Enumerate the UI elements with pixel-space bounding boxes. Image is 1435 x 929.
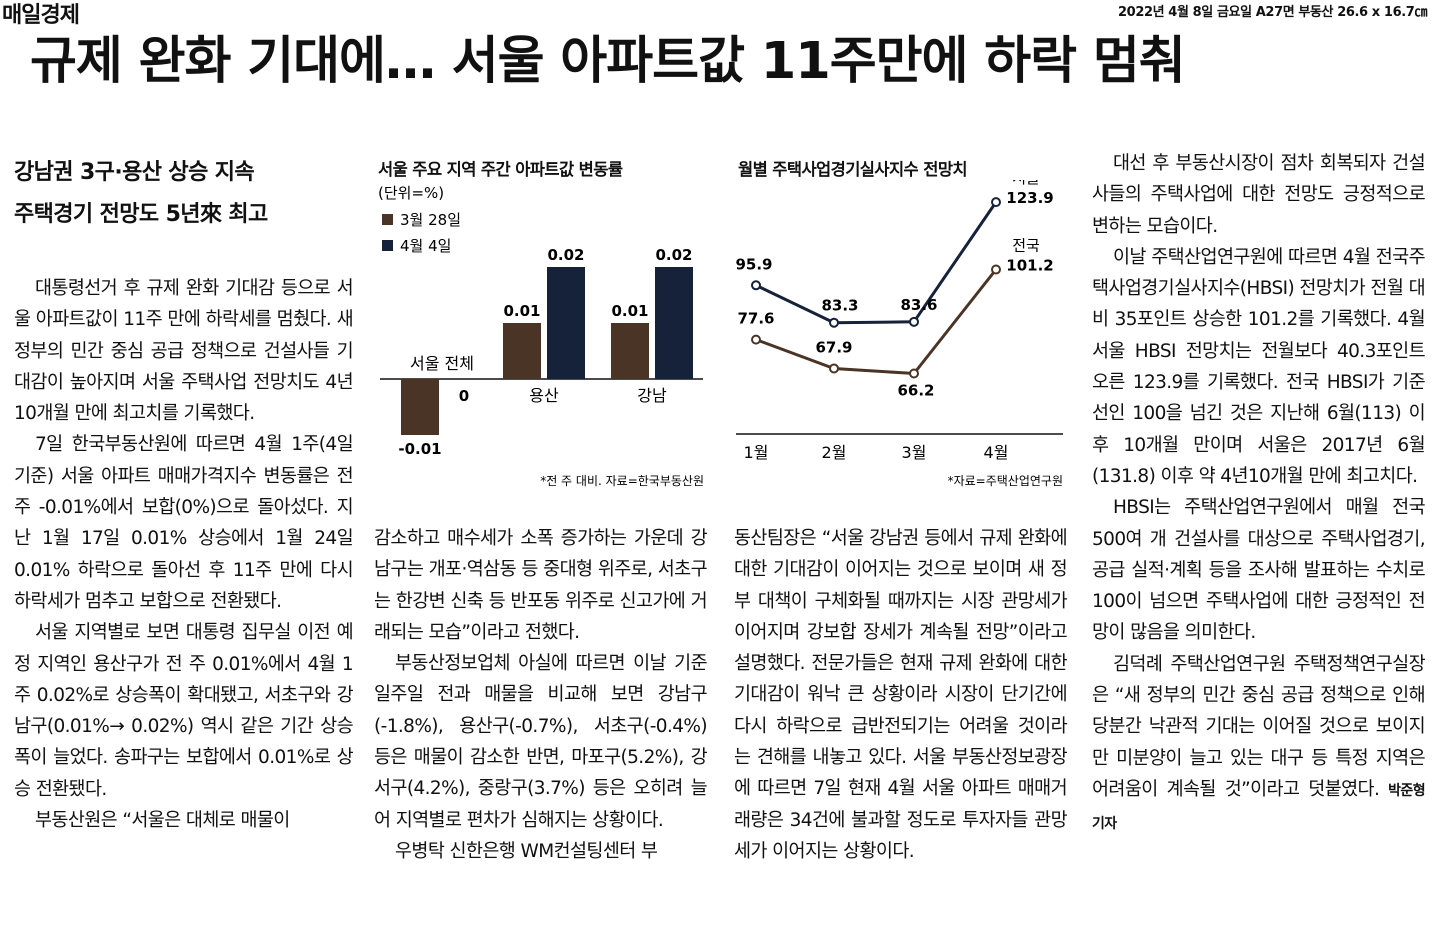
line-chart-source: *자료=주택산업연구원 — [948, 474, 1063, 488]
subheadline: 강남권 3구·용산 상승 지속 주택경기 전망도 5년來 최고 — [14, 152, 268, 236]
data-point — [991, 264, 1001, 275]
column-1: 대통령선거 후 규제 완화 기대감 등으로 서울 아파트값이 11주 만에 하락… — [14, 273, 354, 836]
column-2: 감소하고 매수세가 소폭 증가하는 가운데 강남구는 개포·역삼동 등 중대형 … — [374, 523, 708, 867]
paragraph: 대선 후 부동산시장이 점차 회복되자 건설사들의 주택사업에 대한 전망도 긍… — [1092, 153, 1426, 237]
legend-label-series2: 4월 4일 — [400, 237, 451, 255]
point-value-label: 95.9 — [735, 255, 772, 273]
bar — [503, 323, 541, 379]
legend-swatch-series1 — [382, 214, 393, 225]
line-chart-title: 월별 주택사업경기실사지수 전망치 — [738, 160, 968, 179]
column-3: 동산팀장은 “서울 강남권 등에서 규제 완화에 대한 기대감이 이어지는 것으… — [734, 523, 1068, 867]
x-tick-label: 1월 — [744, 443, 769, 462]
series-line — [755, 201, 998, 325]
paragraph: 대통령선거 후 규제 완화 기대감 등으로 서울 아파트값이 11주 만에 하락… — [14, 278, 354, 425]
bar-chart-title: 서울 주요 지역 주간 아파트값 변동률 — [378, 160, 623, 179]
paragraph: 7일 한국부동산원에 따르면 4월 1주(4일 기준) 서울 아파트 매매가격지… — [14, 434, 354, 612]
series-name-label: 서울 — [1012, 180, 1040, 187]
category-label: 서울 전체 — [410, 354, 474, 373]
paragraph: 부동산원은 “서울은 대체로 매물이 — [35, 810, 290, 832]
bar-value-label: 0 — [459, 387, 469, 405]
paragraph: 우병탁 신한은행 WM컨설팅센터 부 — [395, 840, 658, 862]
bar-value-label: 0.01 — [611, 302, 648, 320]
bar — [401, 379, 439, 435]
series-end-value-label: 123.9 — [1006, 189, 1053, 207]
point-value-label: 77.6 — [737, 310, 774, 328]
headline: 규제 완화 기대에… 서울 아파트값 11주만에 하락 멈춰 — [30, 32, 1186, 91]
data-point — [751, 334, 761, 345]
bar-value-label: 0.02 — [655, 246, 692, 264]
dateline: 2022년 4월 8일 금요일 A27면 부동산 26.6 x 16.7㎝ — [1118, 5, 1427, 20]
point-value-label: 83.6 — [900, 296, 937, 314]
subhead-1: 강남권 3구·용산 상승 지속 — [14, 160, 255, 185]
paragraph: 감소하고 매수세가 소폭 증가하는 가운데 강남구는 개포·역삼동 등 중대형 … — [374, 528, 708, 643]
data-point — [909, 368, 919, 379]
paragraph: HBSI는 주택산업연구원에서 매월 전국 500여 개 건설사를 대상으로 주… — [1092, 497, 1426, 644]
paragraph: 부동산정보업체 아실에 따르면 이날 기준 일주일 전과 매물을 비교해 보면 … — [374, 653, 708, 831]
data-point — [829, 317, 839, 328]
paragraph-text: 김덕례 주택산업연구원 주택정책연구실장은 “새 정부의 민간 중심 공급 정책… — [1092, 653, 1426, 800]
bar — [547, 267, 585, 379]
paragraph: 이날 주택산업연구원에 따르면 4월 전국주택사업경기실사지수(HBSI) 전망… — [1092, 246, 1426, 487]
data-point — [829, 363, 839, 374]
paragraph: 김덕례 주택산업연구원 주택정책연구실장은 “새 정부의 민간 중심 공급 정책… — [1092, 649, 1426, 841]
column-4: 대선 후 부동산시장이 점차 회복되자 건설사들의 주택사업에 대한 전망도 긍… — [1092, 148, 1426, 841]
subhead-2: 주택경기 전망도 5년來 최고 — [14, 202, 268, 227]
bar-value-label: 0.02 — [547, 246, 584, 264]
data-point — [909, 316, 919, 327]
paragraph: 서울 지역별로 보면 대통령 집무실 이전 예정 지역인 용산구가 전 주 0.… — [14, 622, 354, 800]
paragraph: 동산팀장은 “서울 강남권 등에서 규제 완화에 대한 기대감이 이어지는 것으… — [734, 528, 1068, 862]
series-name-label: 전국 — [1012, 237, 1040, 255]
point-value-label: 67.9 — [815, 338, 852, 356]
legend-swatch-series2 — [382, 240, 393, 251]
bar-chart-unit: (단위=%) — [378, 184, 444, 202]
bar-value-label: -0.01 — [398, 440, 441, 458]
bar-chart-source: *전 주 대비. 자료=한국부동산원 — [540, 474, 704, 488]
masthead: 매일경제 — [2, 3, 80, 28]
series-line — [755, 268, 998, 376]
point-value-label: 83.3 — [821, 297, 858, 315]
data-point — [751, 280, 761, 291]
bar-value-label: 0.01 — [503, 302, 540, 320]
legend-label-series1: 3월 28일 — [400, 211, 461, 229]
bar — [655, 267, 693, 379]
line-chart: 1월 2월 3월 4월 95.9 83.3 83.6 서울 123.9 77.6 67.9 66.2 전… — [735, 180, 1063, 488]
bar-chart: (단위=%) 3월 28일 4월 4일 -0.01 0 서울 전체 0.01 0.02 용… — [378, 184, 704, 488]
byline: 박준형 기자 — [1092, 782, 1426, 833]
series-end-value-label: 101.2 — [1006, 257, 1053, 275]
bar — [611, 323, 649, 379]
point-value-label: 66.2 — [897, 382, 934, 400]
category-label: 강남 — [637, 386, 667, 405]
category-label: 용산 — [529, 386, 559, 405]
x-tick-label: 3월 — [902, 443, 927, 462]
data-point — [991, 197, 1001, 208]
x-tick-label: 2월 — [822, 443, 847, 462]
x-tick-label: 4월 — [984, 443, 1009, 462]
